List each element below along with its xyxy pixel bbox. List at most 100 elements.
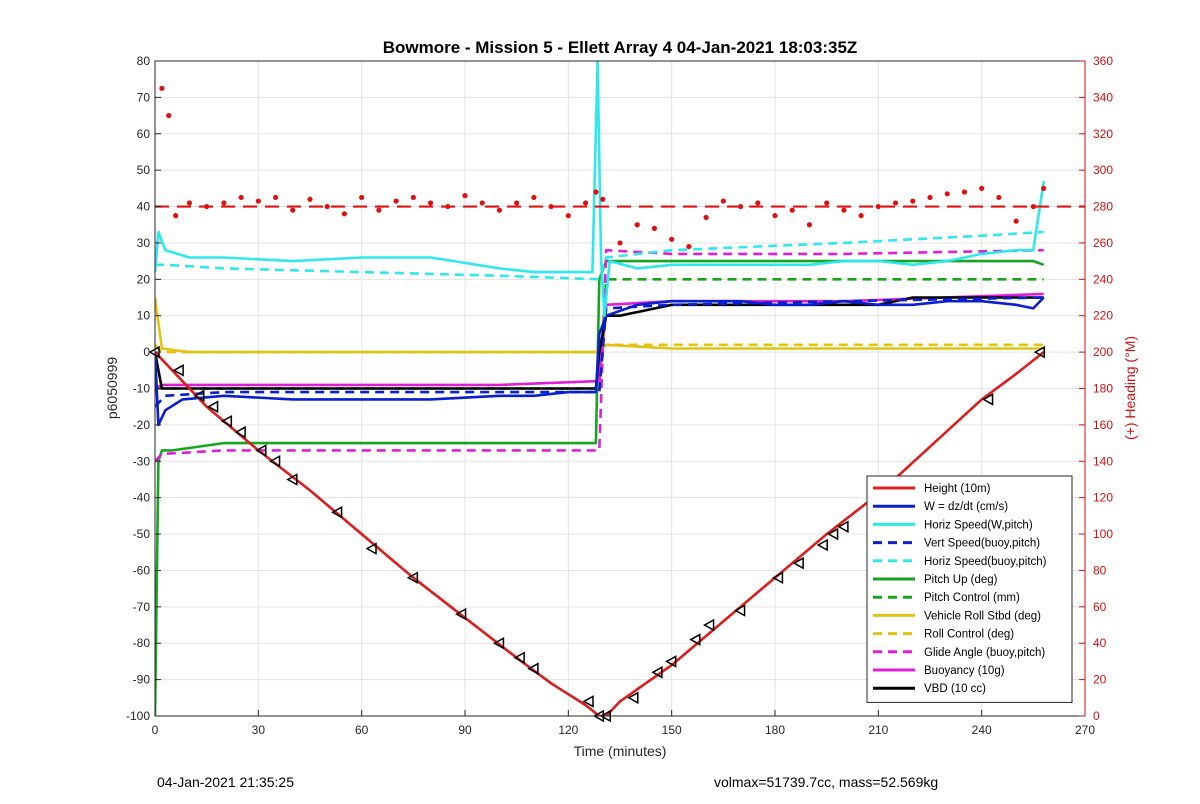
heading-point <box>204 203 210 210</box>
x-axis-label: Time (minutes) <box>574 743 667 759</box>
heading-point <box>875 203 881 210</box>
y-right-tick-label: 80 <box>1093 563 1107 577</box>
position-marker <box>492 636 505 650</box>
volume-mass-footer: volmax=51739.7cc, mass=52.569kg <box>714 774 939 790</box>
heading-point <box>393 198 399 204</box>
heading-point <box>479 200 485 206</box>
y-right-tick-label: 220 <box>1093 309 1113 323</box>
heading-point <box>703 214 709 221</box>
series-w-dz-dt-cm-s <box>155 296 1045 427</box>
y-right-tick-label: 180 <box>1093 382 1113 396</box>
y-right-tick-label: 200 <box>1093 345 1113 359</box>
heading-point <box>290 207 296 213</box>
heading-point <box>1013 218 1019 224</box>
y-tick-label: 50 <box>137 163 151 177</box>
y-right-tick-label: 160 <box>1093 418 1113 432</box>
y-right-tick-label: 20 <box>1093 673 1107 687</box>
position-marker <box>193 389 205 403</box>
heading-point <box>445 203 451 210</box>
position-marker <box>734 604 746 617</box>
y-tick-label: 60 <box>137 127 151 141</box>
position-marker <box>255 444 267 457</box>
position-marker <box>982 393 994 406</box>
legend-label: Roll Control (deg) <box>924 629 1014 641</box>
position-marker <box>406 571 419 584</box>
y-right-tick-label: 40 <box>1093 636 1107 650</box>
legend-label: Height (10m) <box>924 483 991 495</box>
y-right-tick-label: 360 <box>1093 54 1113 68</box>
heading-point <box>173 213 179 219</box>
heading-point <box>514 200 520 206</box>
timestamp-footer: 04-Jan-2021 21:35:25 <box>157 774 294 790</box>
heading-point <box>307 196 313 202</box>
y-tick-label: -10 <box>133 382 151 396</box>
y-tick-label: 10 <box>137 309 151 323</box>
legend-label: Vert Speed(buoy,pitch) <box>924 538 1040 550</box>
position-marker <box>234 425 246 439</box>
x-tick-label: 150 <box>662 723 682 737</box>
series-horiz-speed-w-pitch <box>155 61 1045 318</box>
heading-point <box>496 207 503 213</box>
series-glide-angle-buoy-pitch <box>155 248 1044 463</box>
position-marker <box>331 505 343 519</box>
ticks: 0 30 60 90 120 150 180 210 240 270-100-90-80-70-6… <box>126 54 1113 737</box>
heading-point <box>1030 203 1036 210</box>
x-tick-label: 240 <box>972 723 992 737</box>
heading-point <box>634 222 640 228</box>
heading-point <box>593 189 599 195</box>
heading-dots <box>155 85 1085 250</box>
heading-point <box>410 194 416 201</box>
y-tick-label: 0 <box>143 345 150 359</box>
heading-point <box>186 200 193 206</box>
heading-point <box>789 207 795 213</box>
y-tick-label: -80 <box>133 636 151 650</box>
y-right-tick-label: 240 <box>1093 272 1113 286</box>
heading-point <box>427 200 434 206</box>
y-right-tick-label: 300 <box>1093 163 1113 177</box>
y-right-tick-label: 100 <box>1093 527 1113 541</box>
heading-point <box>841 207 847 213</box>
position-marker <box>665 655 677 668</box>
y-tick-label: 20 <box>137 272 151 286</box>
legend-label: Horiz Speed(W,pitch) <box>924 519 1033 531</box>
y-right-tick-label: 60 <box>1093 600 1107 614</box>
heading-point <box>755 200 761 206</box>
heading-point <box>927 194 933 201</box>
heading-point <box>996 194 1002 201</box>
position-marker <box>527 662 539 675</box>
y-right-tick-label: 260 <box>1093 236 1113 250</box>
y-tick-label: -90 <box>133 673 151 687</box>
heading-point <box>221 200 227 206</box>
x-tick-label: 90 <box>458 723 472 737</box>
position-marker <box>703 618 715 632</box>
x-tick-label: 270 <box>1075 723 1095 737</box>
position-marker <box>286 473 298 486</box>
legend-label: Pitch Control (mm) <box>924 592 1020 604</box>
position-marker <box>689 633 701 646</box>
heading-point <box>462 193 468 199</box>
x-tick-label: 0 <box>152 723 159 737</box>
position-marker <box>513 651 525 665</box>
position-marker <box>792 556 804 570</box>
y-right-tick-label: 280 <box>1093 200 1113 214</box>
y-right-tick-label: 320 <box>1093 127 1113 141</box>
heading-point <box>272 194 279 201</box>
legend-label: VBD (10 cc) <box>924 683 986 695</box>
heading-point <box>341 211 348 217</box>
position-marker <box>651 666 663 679</box>
legend-label: Buoyancy (10g) <box>924 665 1005 677</box>
heading-point <box>944 191 950 197</box>
heading-point <box>910 198 916 204</box>
heading-point <box>565 213 571 219</box>
legend-box <box>866 475 1073 703</box>
heading-point <box>159 85 165 91</box>
position-marker <box>627 691 639 705</box>
heading-point <box>238 194 244 201</box>
heading-point <box>669 236 675 242</box>
x-tick-label: 180 <box>765 723 785 737</box>
heading-point <box>858 213 864 219</box>
position-marker <box>582 695 594 708</box>
y-right-tick-label: 340 <box>1093 90 1113 104</box>
y-tick-label: -70 <box>133 600 151 614</box>
